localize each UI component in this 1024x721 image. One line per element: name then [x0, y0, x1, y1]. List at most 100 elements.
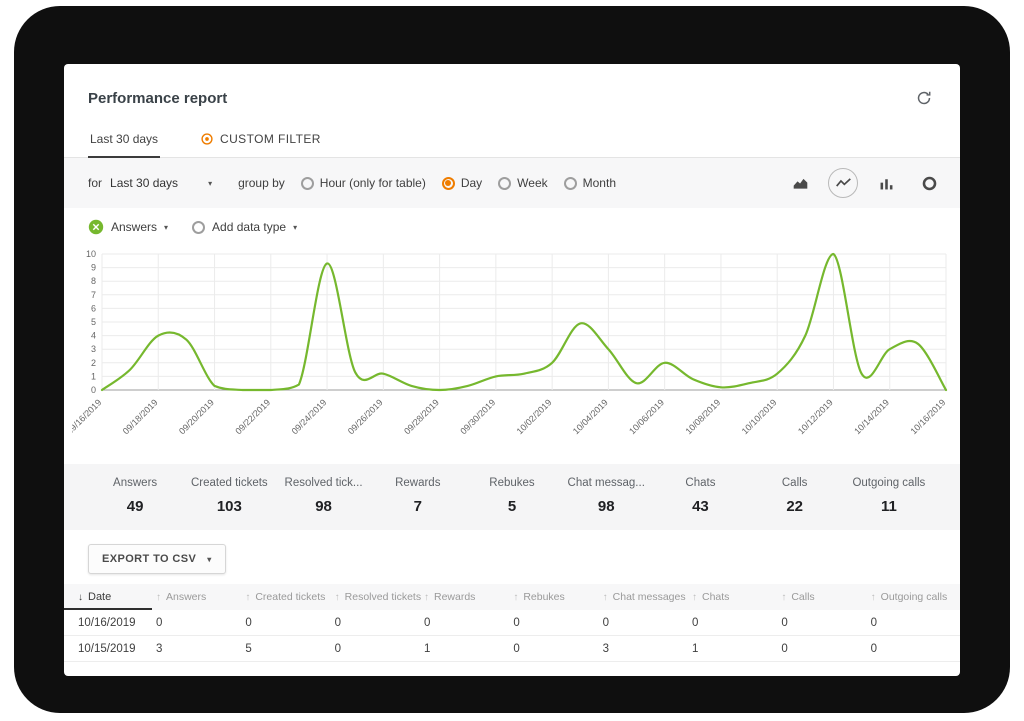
cell-value: 0: [513, 616, 520, 629]
target-icon: [200, 132, 214, 146]
x-axis-label: 09/22/2019: [233, 397, 272, 436]
cell-value: 5: [245, 642, 252, 655]
radio-group-by-month[interactable]: Month: [563, 176, 616, 190]
table-row[interactable]: 10/15/2019 3 5 0 1 0 3 1 0 0: [64, 636, 960, 662]
cell-value: 0: [245, 616, 252, 629]
tab-custom-filter-label: CUSTOM FILTER: [220, 132, 321, 146]
sort-asc-icon: ↑: [424, 591, 429, 603]
for-label: for: [88, 176, 103, 190]
x-axis-label: 10/16/2019: [908, 397, 947, 436]
radio-off-icon: [563, 176, 577, 190]
x-axis-label: 09/20/2019: [177, 397, 216, 436]
answers-line-series: [100, 252, 948, 392]
refresh-icon: [915, 89, 933, 107]
x-axis-label: 09/26/2019: [346, 397, 385, 436]
column-header-outgoing-calls[interactable]: ↑ Outgoing calls: [871, 584, 960, 610]
x-axis-label: 10/12/2019: [796, 397, 835, 436]
column-header-created-tickets[interactable]: ↑ Created tickets: [245, 584, 334, 610]
summary-stat: Answers 49: [88, 477, 182, 515]
area-chart-button[interactable]: [785, 168, 815, 198]
cell-value: 0: [781, 616, 788, 629]
summary-stat-label: Created tickets: [190, 477, 268, 489]
bar-chart-icon: [878, 175, 895, 192]
sort-asc-icon: ↑: [602, 591, 608, 603]
radio-group-by-hour[interactable]: Hour (only for table): [300, 176, 426, 190]
report-header: Performance report: [64, 64, 960, 110]
y-axis-label: 3: [91, 344, 96, 354]
refresh-button[interactable]: [912, 86, 936, 110]
column-header-chat-messages[interactable]: ↑ Chat messages: [603, 584, 692, 610]
x-axis-label: 09/18/2019: [121, 397, 160, 436]
answers-series-chip[interactable]: Answers ▾: [88, 219, 168, 235]
sort-asc-icon: ↑: [245, 591, 251, 603]
column-header-resolved-tickets[interactable]: ↑ Resolved tickets: [335, 584, 424, 610]
sort-asc-icon: ↑: [692, 591, 697, 603]
sort-asc-icon: ↑: [870, 591, 876, 603]
column-header-label: Date: [88, 591, 112, 603]
cell-value: 3: [156, 642, 163, 655]
table-body: 10/16/2019 0 0 0 0 0 0 0 0 0 10/15/2019 3 5 0 1 0 3 1 0 0: [64, 610, 960, 662]
y-axis-label: 1: [91, 371, 96, 381]
cell-date: 10/16/2019: [78, 616, 136, 629]
column-header-label: Chat messages: [612, 591, 686, 603]
cell-value: 0: [870, 642, 878, 655]
column-header-label: Answers: [166, 591, 207, 603]
add-data-type-label: Add data type: [212, 220, 287, 234]
summary-stat: Chats 43: [653, 477, 747, 515]
y-axis-label: 5: [91, 317, 96, 327]
answers-chip-label: Answers: [111, 220, 158, 234]
summary-stat: Outgoing calls 11: [842, 477, 936, 515]
y-axis-label: 10: [86, 249, 96, 259]
column-header-label: Calls: [791, 591, 815, 603]
column-header-label: Rewards: [434, 591, 476, 603]
add-data-type-button[interactable]: Add data type ▾: [192, 220, 297, 234]
table-row[interactable]: 10/16/2019 0 0 0 0 0 0 0 0 0: [64, 610, 960, 636]
page-title: Performance report: [88, 89, 228, 107]
caret-down-icon: ▾: [207, 554, 212, 564]
line-chart: 0 1 2 3 4 5 6 7 8 9 10 09/16/2019 09/18/2019 09/20/20…: [72, 249, 948, 436]
summary-band: Answers 49 Created tickets 103 Resolved tick…: [64, 464, 960, 530]
column-header-chats[interactable]: ↑ Chats: [692, 584, 781, 610]
column-header-rewards[interactable]: ↑ Rewards: [424, 584, 513, 610]
filter-bar: for Last 30 days ▾ group by Hour (only f…: [64, 158, 960, 208]
y-axis-label: 9: [91, 263, 96, 273]
donut-chart-button[interactable]: [914, 168, 944, 198]
column-header-label: Chats: [702, 591, 730, 603]
column-header-label: Resolved tickets: [344, 591, 422, 603]
column-header-label: Rebukes: [523, 591, 565, 603]
radio-month-label: Month: [582, 176, 616, 190]
cell-value: 0: [602, 616, 610, 629]
date-range-value: Last 30 days: [110, 176, 179, 190]
column-header-calls[interactable]: ↑ Calls: [781, 584, 870, 610]
summary-stat-label: Resolved tick...: [284, 477, 363, 489]
sort-asc-icon: ↑: [513, 591, 519, 603]
radio-hour-label: Hour (only for table): [319, 176, 426, 190]
tab-bar: Last 30 days CUSTOM FILTER: [64, 124, 960, 158]
summary-stat: Created tickets 103: [182, 477, 276, 515]
radio-group-by-day[interactable]: Day: [441, 176, 482, 190]
summary-stat-value: 5: [507, 498, 517, 515]
x-axis-label: 10/02/2019: [515, 397, 554, 436]
line-chart-button[interactable]: [828, 168, 858, 198]
radio-group-by-week[interactable]: Week: [498, 176, 548, 190]
column-header-date[interactable]: ↓ Date: [64, 584, 156, 610]
cell-value: 1: [424, 642, 431, 655]
x-axis-label: 10/10/2019: [740, 397, 779, 436]
caret-down-icon: ▾: [293, 222, 298, 232]
export-to-csv-button[interactable]: EXPORT TO CSV ▾: [88, 544, 226, 574]
column-header-answers[interactable]: ↑ Answers: [156, 584, 245, 610]
tab-custom-filter[interactable]: CUSTOM FILTER: [198, 124, 323, 157]
x-axis-label: 09/24/2019: [290, 397, 329, 436]
empty-circle-icon: [192, 220, 206, 234]
table-header-row: ↓ Date ↑ Answers ↑ Created tickets ↑ Resolved t…: [64, 584, 960, 610]
remove-answers-series-icon[interactable]: [88, 219, 104, 235]
summary-stat-value: 11: [880, 498, 897, 515]
summary-stat: Calls 22: [748, 477, 842, 515]
bar-chart-button[interactable]: [871, 168, 901, 198]
line-chart-icon: [835, 175, 852, 192]
date-range-select[interactable]: Last 30 days ▾: [110, 176, 212, 190]
export-row: EXPORT TO CSV ▾: [64, 530, 960, 584]
tab-last-30-days[interactable]: Last 30 days: [88, 124, 161, 158]
summary-stat-value: 98: [597, 498, 615, 515]
column-header-rebukes[interactable]: ↑ Rebukes: [513, 584, 602, 610]
